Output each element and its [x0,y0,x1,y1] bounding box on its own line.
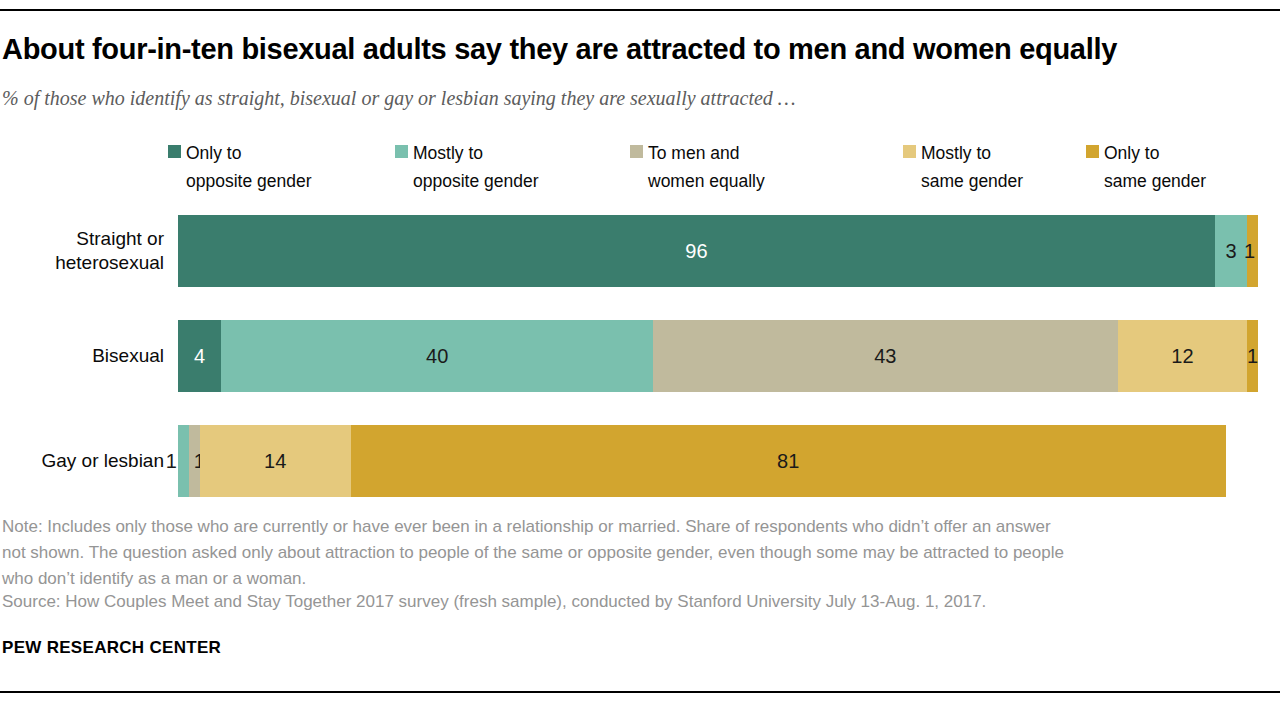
bar-row: Straight orheterosexual 96 31 [0,215,1280,287]
legend-label-line: Mostly to [413,139,539,167]
bar-category-label: Straight orheterosexual [0,215,164,287]
legend-item: To men andwomen equally [630,139,765,195]
legend-item: Mostly tosame gender [903,139,1023,195]
brand-wordmark: PEW RESEARCH CENTER [2,638,221,658]
legend-label-line: same gender [1104,167,1206,195]
note-line-2: not shown. The question asked only about… [2,540,1064,566]
legend-label-line: To men and [648,139,765,167]
bar-segment: 96 [178,215,1215,287]
legend-label: Only toopposite gender [186,139,312,195]
stacked-bar-chart: Straight orheterosexual9631Bisexual44043… [0,215,1280,497]
legend-swatch-icon [1086,145,1099,158]
legend-label: Only tosame gender [1104,139,1206,195]
bar-category-label-line: Straight or [0,227,164,251]
bar-segment: 40 [221,320,653,392]
bar-value-label: 14 [264,450,286,473]
bar-category-label: Bisexual [0,320,164,392]
bar-category-label: Gay or lesbian [0,425,164,497]
chart-subtitle: % of those who identify as straight, bis… [2,87,796,110]
legend-label-line: same gender [921,167,1023,195]
bar-value-label: 40 [426,345,448,368]
bottom-divider [0,691,1280,693]
chart-page: About four-in-ten bisexual adults say th… [0,0,1280,704]
legend-label: Mostly tosame gender [921,139,1023,195]
legend-item: Only toopposite gender [168,139,312,195]
bar-value-label: 4 [194,345,205,368]
legend-label-line: opposite gender [186,167,312,195]
bar-value-label: 96 [685,240,707,263]
bar-value-label: 43 [874,345,896,368]
bar-value-label: 1 [166,450,177,473]
bar-value-label: 3 [1225,240,1236,263]
note-line-1: Note: Includes only those who are curren… [2,514,1064,540]
legend-label-line: Only to [1104,139,1206,167]
bar-segment: 3 [1215,215,1247,287]
chart-legend: Only toopposite genderMostly toopposite … [0,139,1280,201]
legend-swatch-icon [630,145,643,158]
bar-segment: 1 [1247,320,1258,392]
legend-label-line: Mostly to [921,139,1023,167]
bar-category-label-line: heterosexual [0,251,164,275]
bar-value-label: 1 [1244,240,1255,263]
bar-segment: 1 [1247,215,1258,287]
bar-value-label: 81 [777,450,799,473]
legend-label-line: opposite gender [413,167,539,195]
note-line-3: who don’t identify as a man or a woman. [2,566,1064,592]
bar-segment: 14 [200,425,351,497]
bar-segment: 12 [1118,320,1248,392]
legend-label: Mostly toopposite gender [413,139,539,195]
bar-value-label: 12 [1171,345,1193,368]
bar-segment: 1 [178,425,189,497]
chart-note: Note: Includes only those who are curren… [2,514,1064,592]
bar-category-label-line: Gay or lesbian [0,449,164,473]
top-divider [0,9,1280,11]
chart-source: Source: How Couples Meet and Stay Togeth… [2,592,986,612]
legend-label: To men andwomen equally [648,139,765,195]
bar-row: Bisexual 4 40 43 12 1 [0,320,1280,392]
bar-track: 4 40 43 12 1 [178,320,1258,392]
bar-segment: 4 [178,320,221,392]
legend-label-line: women equally [648,167,765,195]
bar-row: Gay or lesbian111481 [0,425,1280,497]
bar-segment: 1 [189,425,200,497]
legend-label-line: Only to [186,139,312,167]
legend-swatch-icon [168,145,181,158]
legend-swatch-icon [903,145,916,158]
legend-item: Only tosame gender [1086,139,1206,195]
bar-category-label-line: Bisexual [0,344,164,368]
legend-swatch-icon [395,145,408,158]
bar-segment: 81 [351,425,1226,497]
legend-item: Mostly toopposite gender [395,139,539,195]
bar-track: 96 31 [178,215,1258,287]
bar-value-label: 1 [1247,345,1258,368]
bar-segment: 43 [653,320,1117,392]
bar-track: 11 14 81 [178,425,1258,497]
page-title: About four-in-ten bisexual adults say th… [2,33,1117,66]
